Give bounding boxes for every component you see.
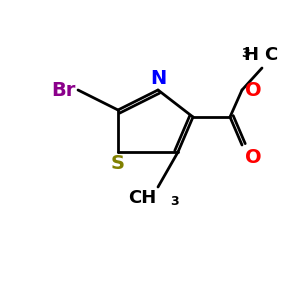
Text: S: S bbox=[111, 154, 125, 173]
Text: 3: 3 bbox=[170, 195, 178, 208]
Text: O: O bbox=[245, 80, 262, 100]
Text: Br: Br bbox=[52, 80, 76, 100]
Text: O: O bbox=[245, 148, 262, 167]
Text: H: H bbox=[243, 46, 258, 64]
Text: C: C bbox=[264, 46, 277, 64]
Text: N: N bbox=[150, 69, 166, 88]
Text: CH: CH bbox=[128, 189, 156, 207]
Text: 3: 3 bbox=[242, 47, 250, 60]
